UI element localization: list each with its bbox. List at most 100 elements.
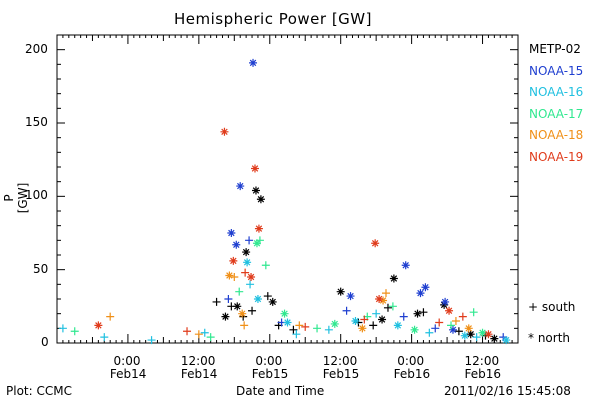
north-point	[227, 229, 236, 237]
north-point	[220, 127, 229, 136]
footer-source: Plot: CCMC	[6, 384, 72, 398]
south-point	[240, 321, 249, 330]
footer-timestamp: 2011/02/16 15:45:08	[444, 384, 571, 398]
north-point	[371, 239, 380, 248]
north-point	[502, 336, 511, 345]
series-noaa-15	[224, 58, 508, 342]
x-tick-label: 12:00	[464, 354, 500, 368]
north-point	[413, 309, 422, 318]
north-point	[460, 331, 469, 340]
south-point	[295, 321, 304, 330]
south-point	[435, 318, 444, 327]
north-point	[253, 295, 262, 303]
legend-item: NOAA-19	[529, 149, 584, 164]
plot-frame	[56, 34, 519, 344]
chart-title: Hemispheric Power [GW]	[174, 10, 372, 28]
south-point	[200, 328, 209, 337]
north-point	[346, 292, 355, 301]
south-point	[447, 321, 456, 330]
north-key-label: north	[537, 331, 571, 345]
north-point	[410, 325, 419, 334]
north-point	[225, 271, 234, 280]
south-point	[419, 308, 428, 317]
north-point	[375, 295, 384, 303]
south-point	[248, 306, 257, 315]
north-point	[441, 297, 450, 306]
south-point	[472, 333, 481, 342]
south-point	[147, 336, 156, 345]
south-point	[246, 280, 255, 289]
north-point	[358, 324, 367, 333]
north-point	[445, 306, 454, 315]
north-point	[464, 324, 473, 333]
north-point	[484, 330, 493, 339]
south-key-label: south	[541, 300, 576, 314]
x-tick-label: 0:00	[113, 354, 141, 368]
north-point	[236, 182, 245, 191]
north-symbol: *	[528, 331, 534, 345]
south-point	[212, 297, 221, 306]
series-noaa-18	[106, 271, 473, 339]
south-key: + south	[528, 300, 575, 314]
x-tick-label: 0:00	[397, 354, 425, 368]
north-point	[330, 319, 339, 328]
south-point	[451, 317, 460, 325]
south-point	[382, 289, 391, 298]
north-point	[254, 224, 263, 233]
y-tick-label: 0	[41, 335, 49, 349]
series-noaa-19	[94, 127, 493, 339]
south-point	[235, 287, 244, 296]
x-tick-label: 12:00	[180, 354, 216, 368]
south-point	[206, 333, 215, 342]
x-tick-label: Feb14	[180, 367, 218, 381]
south-point	[224, 295, 233, 303]
north-point	[251, 186, 260, 195]
south-symbol: +	[528, 300, 539, 314]
y-tick-label: 150	[25, 115, 48, 129]
south-point	[261, 261, 270, 270]
north-point	[243, 258, 252, 267]
plot-axes	[56, 34, 519, 344]
north-point	[448, 325, 457, 334]
legend-item: NOAA-17	[529, 106, 584, 121]
north-point	[249, 58, 258, 67]
y-tick-label: 50	[33, 261, 49, 276]
y-tick-label: 200	[25, 41, 48, 56]
legend-item: NOAA-18	[529, 128, 584, 142]
south-point	[70, 327, 79, 336]
north-key: * north	[528, 331, 570, 345]
north-point	[478, 328, 487, 337]
legend-item: NOAA-16	[529, 85, 584, 99]
south-point	[100, 333, 109, 342]
x-tick-label: Feb16	[393, 367, 431, 381]
south-point	[301, 322, 310, 331]
north-point	[393, 321, 402, 330]
south-point	[388, 302, 397, 311]
south-point	[469, 308, 478, 317]
north-point	[229, 256, 238, 265]
south-point	[58, 324, 67, 333]
south-point	[263, 292, 272, 301]
data-marks	[58, 58, 511, 345]
north-point	[466, 330, 475, 339]
south-point	[289, 325, 298, 334]
north-point	[268, 297, 277, 306]
south-point	[458, 312, 467, 321]
south-point	[292, 330, 301, 339]
south-point	[313, 324, 322, 333]
north-point	[232, 240, 241, 249]
north-point	[250, 164, 259, 173]
south-point	[183, 327, 192, 336]
legend-item: METP-02	[529, 42, 581, 56]
north-point	[242, 248, 251, 257]
x-tick-label: Feb16	[464, 367, 502, 381]
north-point	[238, 309, 247, 318]
north-point	[440, 300, 449, 309]
north-point	[221, 312, 230, 321]
south-point	[241, 268, 250, 277]
x-tick-label: Feb14	[109, 367, 147, 381]
south-point	[425, 328, 434, 337]
north-point	[233, 302, 242, 311]
south-point	[106, 312, 115, 321]
